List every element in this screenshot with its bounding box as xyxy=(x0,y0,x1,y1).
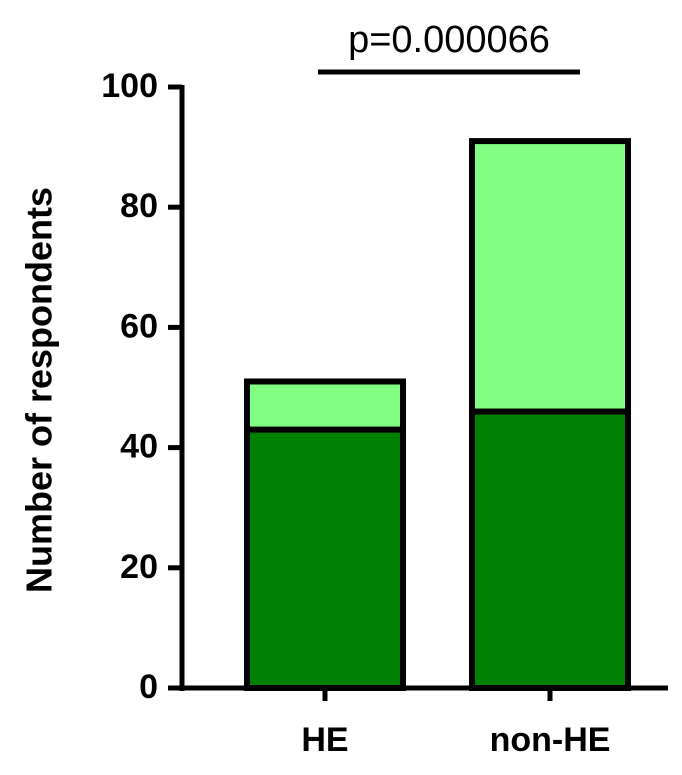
y-tick-label: 20 xyxy=(120,548,158,586)
x-tick-label: non-HE xyxy=(490,721,611,759)
bar-segment xyxy=(469,408,631,691)
p-value-annotation: p=0.000066 xyxy=(348,19,550,61)
y-tick-label: 100 xyxy=(101,67,158,105)
y-tick-label: 60 xyxy=(120,307,158,345)
bar-segment xyxy=(244,426,406,691)
bar-segment xyxy=(469,138,631,415)
y-axis-label: Number of respondents xyxy=(19,187,60,593)
y-tick-label: 0 xyxy=(139,668,158,706)
bar-segment xyxy=(244,378,406,433)
y-tick-label: 80 xyxy=(120,187,158,225)
y-tick-label: 40 xyxy=(120,428,158,466)
x-tick-label: HE xyxy=(301,721,348,759)
